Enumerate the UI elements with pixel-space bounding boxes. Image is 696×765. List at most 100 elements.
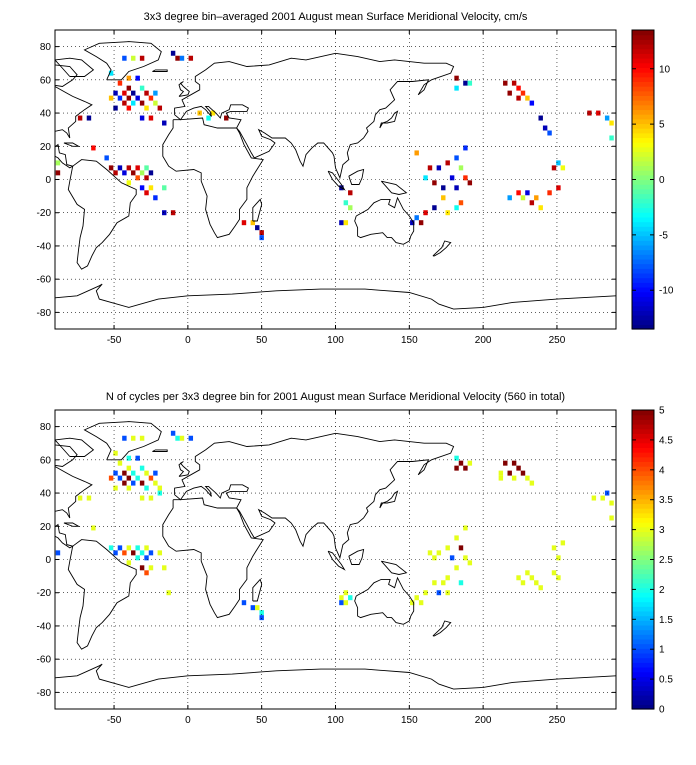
bin-cell bbox=[423, 210, 428, 216]
bin-cell bbox=[108, 545, 114, 551]
bin-cell bbox=[113, 485, 118, 491]
coastline bbox=[252, 578, 263, 602]
bin-cell bbox=[148, 95, 154, 101]
coastline bbox=[380, 560, 408, 575]
y-tick-label: 40 bbox=[40, 489, 52, 500]
bin-cell bbox=[547, 130, 552, 136]
bin-cell bbox=[153, 195, 158, 201]
bin-cell bbox=[445, 160, 450, 166]
y-tick-label: -40 bbox=[37, 621, 52, 632]
coastline bbox=[354, 196, 415, 245]
colorbar-segment bbox=[632, 137, 654, 143]
y-tick-label: 80 bbox=[40, 422, 52, 433]
coastline bbox=[327, 170, 346, 191]
bin-cell bbox=[117, 545, 123, 551]
x-tick-label: -50 bbox=[107, 715, 122, 726]
bin-cell bbox=[556, 555, 561, 561]
bin-cell bbox=[170, 430, 176, 436]
bin-cell bbox=[135, 95, 140, 101]
colorbar-segment bbox=[632, 277, 654, 283]
colorbar-segment bbox=[632, 559, 654, 565]
colorbar-segment bbox=[632, 428, 654, 434]
bin-cell bbox=[179, 55, 185, 61]
bin-cell bbox=[259, 230, 264, 236]
colorbar-segment bbox=[632, 573, 654, 579]
bin-cell bbox=[148, 475, 154, 481]
colorbar-segment bbox=[632, 268, 654, 274]
bin-cell bbox=[441, 195, 446, 201]
bin-cell bbox=[126, 455, 132, 461]
bin-cell bbox=[131, 480, 136, 486]
bin-cell bbox=[511, 475, 517, 481]
bin-cell bbox=[348, 190, 353, 196]
bin-cell bbox=[170, 50, 176, 56]
coastline bbox=[432, 620, 452, 637]
colorbar-tick-label: 2 bbox=[659, 585, 665, 596]
colorbar-segment bbox=[632, 324, 654, 330]
bin-cell bbox=[458, 200, 464, 206]
colorbar-segment bbox=[632, 254, 654, 260]
colorbar-segment bbox=[632, 58, 654, 64]
colorbar-segment bbox=[632, 202, 654, 209]
bin-cell bbox=[529, 480, 535, 486]
colorbar-segment bbox=[632, 606, 654, 612]
bin-cell bbox=[122, 55, 127, 61]
colorbar-segment bbox=[632, 685, 654, 691]
colorbar-segment bbox=[632, 72, 654, 78]
coastline bbox=[152, 69, 168, 72]
colorbar-segment bbox=[632, 466, 654, 472]
colorbar-segment bbox=[632, 694, 654, 701]
bin-cell bbox=[454, 75, 459, 81]
colorbar-tick-label: 4.5 bbox=[659, 435, 673, 446]
colorbar-segment bbox=[632, 53, 654, 59]
bin-cell bbox=[454, 185, 459, 191]
coastline bbox=[55, 437, 95, 457]
x-tick-label: 50 bbox=[256, 335, 268, 346]
bin-cell bbox=[463, 145, 468, 151]
colorbar-segment bbox=[632, 291, 654, 297]
bin-cell bbox=[157, 105, 163, 111]
bin-cell bbox=[144, 105, 149, 111]
coastline bbox=[327, 550, 346, 571]
bin-cell bbox=[135, 175, 140, 181]
bin-cell bbox=[538, 585, 543, 591]
y-tick-label: 40 bbox=[40, 109, 52, 120]
colorbar-segment bbox=[632, 30, 654, 36]
bin-cell bbox=[139, 55, 145, 61]
colorbar-segment bbox=[632, 100, 654, 106]
bin-cell bbox=[525, 95, 530, 101]
bin-cell bbox=[148, 565, 154, 571]
bin-cell bbox=[339, 220, 344, 226]
bin-cell bbox=[113, 170, 118, 176]
bin-cell bbox=[113, 450, 118, 456]
colorbar-segment bbox=[632, 142, 654, 148]
bin-cell bbox=[153, 100, 158, 106]
bin-cell bbox=[144, 165, 149, 171]
cycles-panel: N of cycles per 3x3 degree bin for 2001 … bbox=[0, 380, 696, 760]
colorbar-segment bbox=[632, 690, 654, 696]
bin-cell bbox=[503, 460, 508, 466]
bin-cell bbox=[458, 460, 464, 466]
colorbar-segment bbox=[632, 657, 654, 663]
colorbar-segment bbox=[632, 634, 654, 640]
bin-cell bbox=[454, 155, 459, 161]
bin-cell bbox=[126, 465, 132, 471]
colorbar-segment bbox=[632, 442, 654, 448]
bin-cell bbox=[55, 550, 61, 556]
bin-cell bbox=[423, 175, 428, 181]
colorbar-segment bbox=[632, 300, 654, 307]
y-tick-label: 20 bbox=[40, 522, 52, 533]
bin-cell bbox=[157, 485, 163, 491]
bin-cell bbox=[108, 165, 114, 171]
coastline bbox=[432, 240, 452, 257]
bin-cell bbox=[255, 225, 260, 231]
colorbar-segment bbox=[632, 62, 654, 68]
bin-cell bbox=[117, 460, 123, 466]
coastline bbox=[379, 110, 399, 129]
x-tick-label: 200 bbox=[475, 715, 492, 726]
bin-cell bbox=[538, 115, 543, 121]
bin-cell bbox=[144, 175, 149, 181]
bin-cell bbox=[596, 110, 601, 116]
colorbar-segment bbox=[632, 104, 654, 111]
colorbar-segment bbox=[632, 550, 654, 556]
